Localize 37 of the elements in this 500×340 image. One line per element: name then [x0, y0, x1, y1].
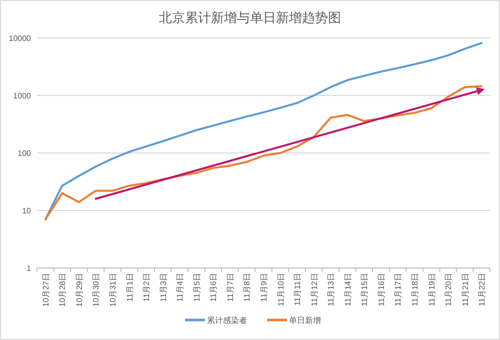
x-tick-label: 11月4日: [176, 273, 185, 302]
x-tick-label: 11月7日: [226, 273, 235, 302]
y-tick-label: 10000: [8, 34, 32, 43]
x-tick-label: 11月16日: [376, 273, 386, 306]
x-tick-label: 10月31日: [108, 273, 118, 307]
x-tick-label: 11月21日: [460, 273, 470, 306]
y-tick-label: 1000: [13, 92, 32, 100]
x-tick-label: 11月5日: [192, 273, 202, 302]
line-series: [44, 42, 483, 220]
x-tick-label: 10月27日: [41, 273, 50, 307]
x-tick-label: 11月22日: [478, 273, 487, 306]
x-tick-label: 10月30日: [92, 273, 101, 307]
x-tick-label: 11月11日: [293, 273, 302, 306]
y-tick-label: 100: [18, 149, 32, 158]
line-series: [44, 85, 483, 220]
x-tick-label: 11月14日: [343, 273, 352, 306]
x-tick-label: 11月18日: [410, 273, 420, 306]
chart-title: 北京累计新增与单日新增趋势图: [159, 10, 341, 25]
x-tick-label: 11月20日: [444, 273, 454, 306]
x-tick-label: 11月6日: [209, 273, 218, 302]
x-tick-label: 11月15日: [360, 273, 370, 306]
x-tick-label: 11月13日: [326, 273, 336, 306]
x-tick-label: 11月3日: [158, 273, 168, 302]
x-tick-label: 11月17日: [394, 273, 403, 306]
x-tick-label: 11月19日: [427, 273, 436, 306]
x-tick-label: 10月29日: [74, 273, 84, 307]
legend-label: 单日新增: [289, 316, 321, 325]
y-tick-label: 10: [22, 206, 32, 216]
y-tick-label: 1: [26, 264, 32, 273]
x-tick-label: 11月2日: [142, 273, 152, 302]
x-tick-label: 11月10日: [276, 273, 286, 306]
x-tick-label: 11月8日: [242, 273, 252, 302]
x-tick-label: 11月1日: [125, 273, 134, 302]
x-tick-label: 11月9日: [260, 273, 268, 302]
legend-label: 累计感染者: [207, 316, 247, 325]
x-tick-label: 10月28日: [58, 273, 68, 307]
x-tick-label: 11月12日: [310, 273, 319, 306]
